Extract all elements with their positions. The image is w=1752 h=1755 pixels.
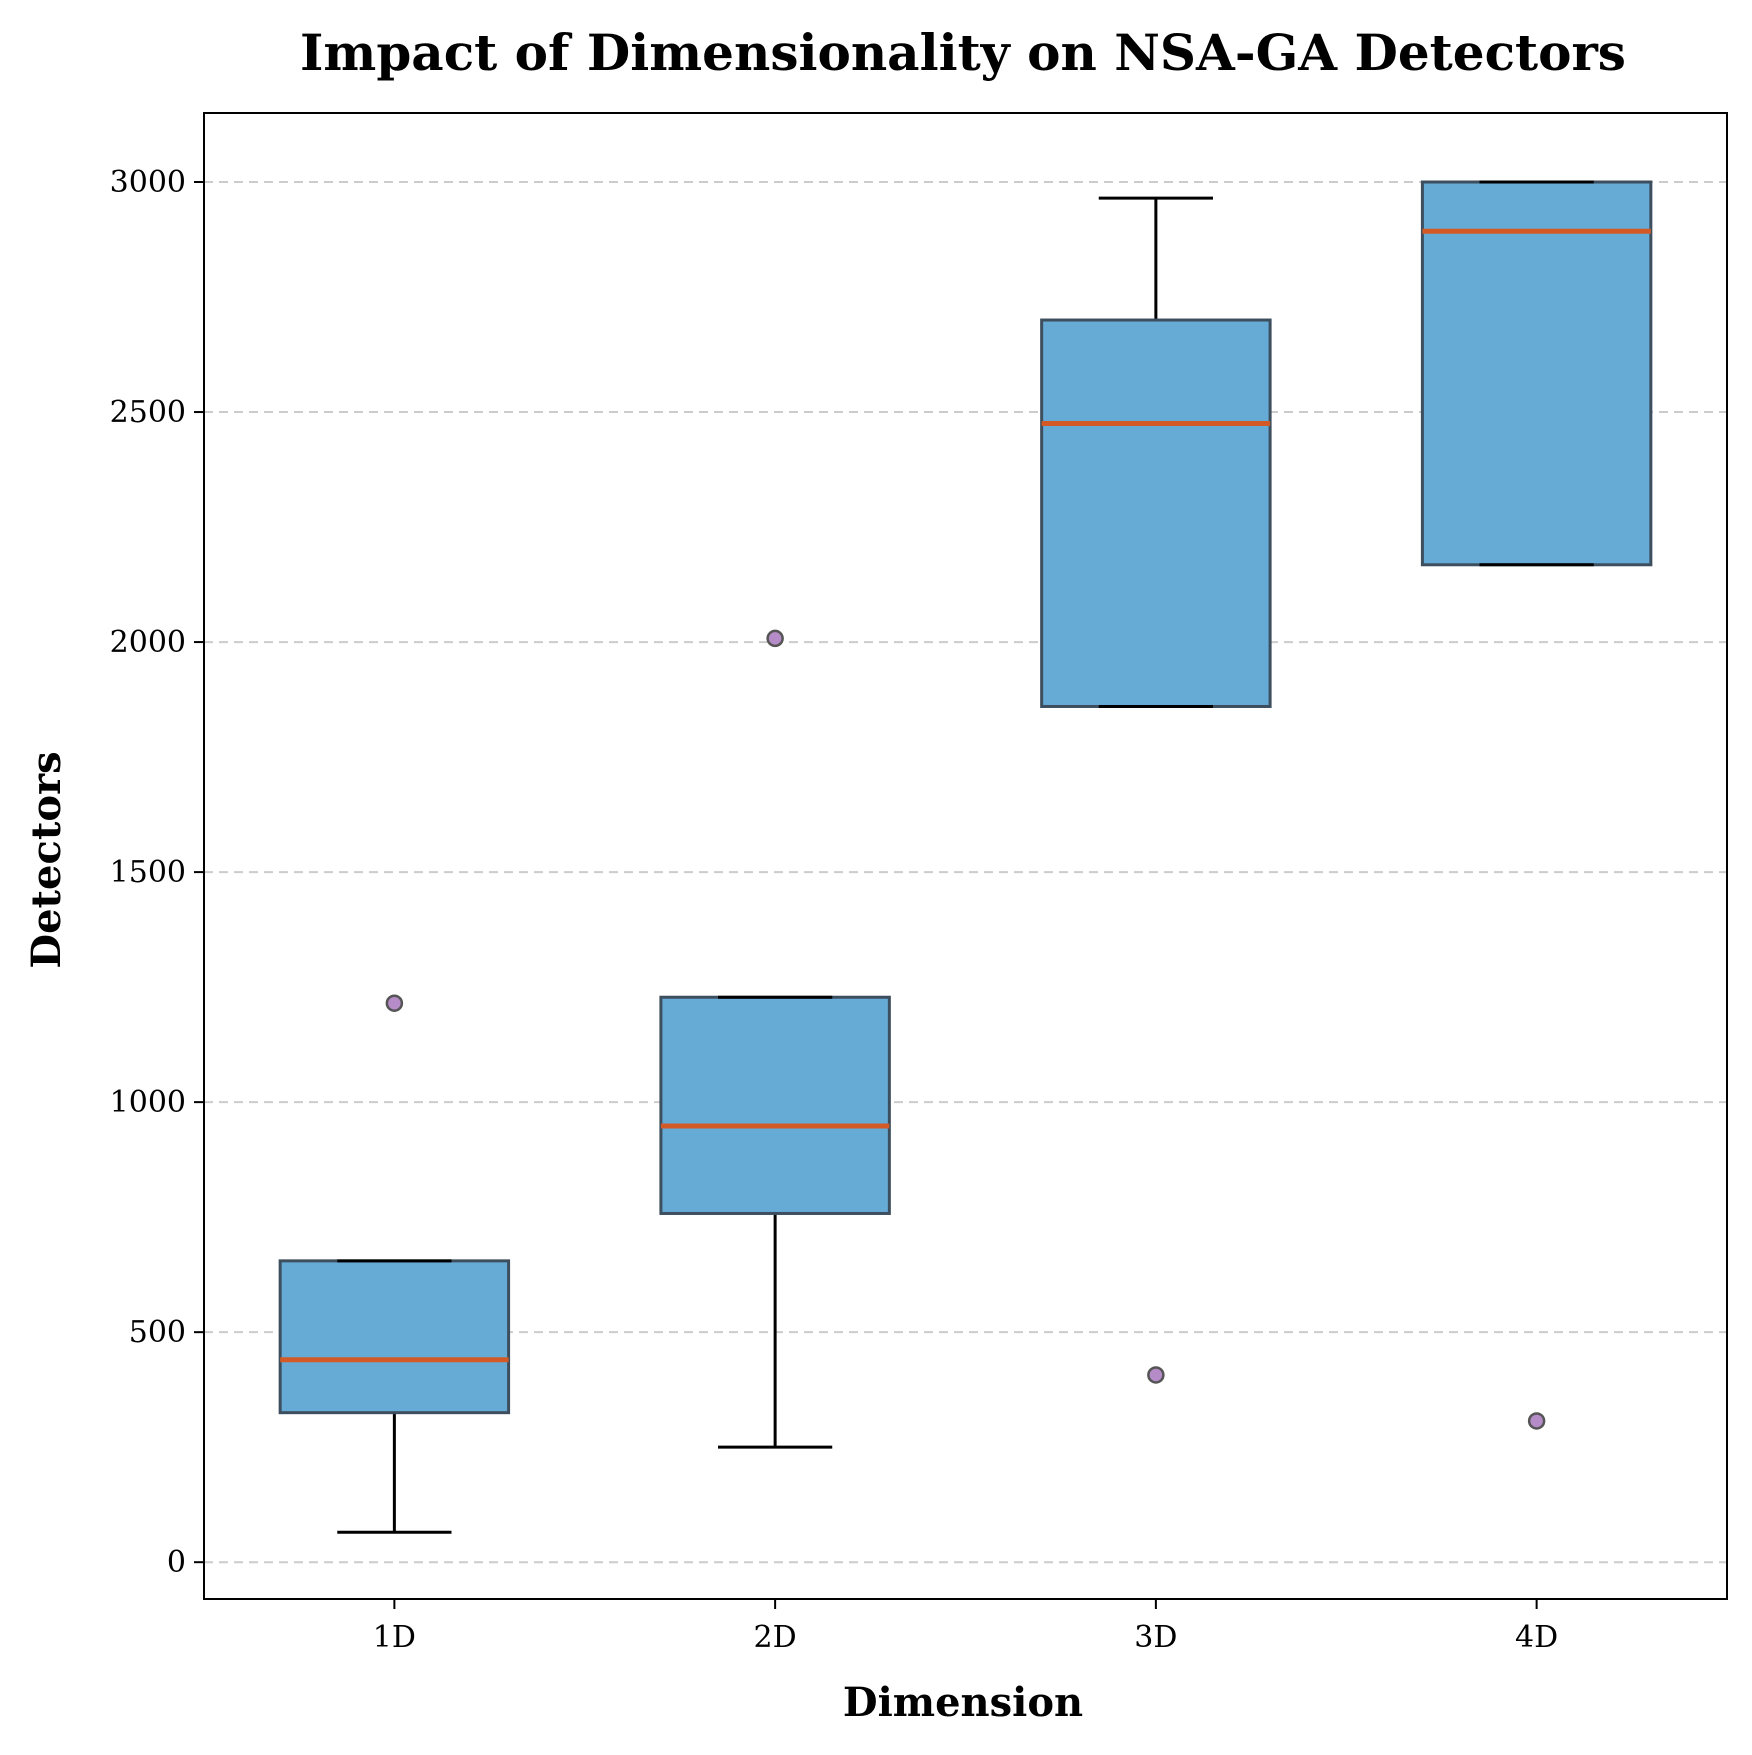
box-layer [278, 180, 1653, 1534]
y-tick-label: 500 [129, 1315, 186, 1350]
box-group-3D [1040, 196, 1272, 1384]
x-tick-label: 1D [373, 1620, 416, 1655]
y-tick-label: 2500 [110, 395, 186, 430]
outlier-point [766, 629, 784, 648]
box-iqr [659, 995, 891, 1215]
box-group-2D [659, 629, 891, 1449]
box-group-4D [1420, 180, 1653, 1430]
box-iqr [278, 1259, 511, 1415]
outlier-point [1147, 1366, 1165, 1384]
y-tick-label: 2000 [110, 625, 186, 660]
y-tick-label: 1500 [110, 855, 186, 890]
outlier-point [385, 994, 404, 1012]
y-tick-label: 1000 [110, 1085, 186, 1120]
box-iqr [1040, 318, 1272, 708]
x-tick-label: 3D [1134, 1620, 1177, 1655]
x-tick-label: 2D [754, 1620, 797, 1655]
tick-layer: 0 500 1000 1500 2000 2500 3000 1D 2D 3D 4D [110, 165, 1559, 1655]
y-tick-label: 0 [167, 1545, 186, 1580]
x-tick-label: 4D [1515, 1620, 1558, 1655]
box-iqr [1420, 180, 1653, 567]
outlier-point [1527, 1412, 1546, 1430]
box-group-1D [278, 994, 511, 1534]
y-tick-label: 3000 [110, 165, 186, 200]
x-axis-label: Dimension [843, 1679, 1083, 1726]
chart-title: Impact of Dimensionality on NSA-GA Detec… [300, 23, 1626, 82]
y-axis-label: Detectors [23, 751, 70, 968]
plot-frame [203, 112, 1728, 1600]
